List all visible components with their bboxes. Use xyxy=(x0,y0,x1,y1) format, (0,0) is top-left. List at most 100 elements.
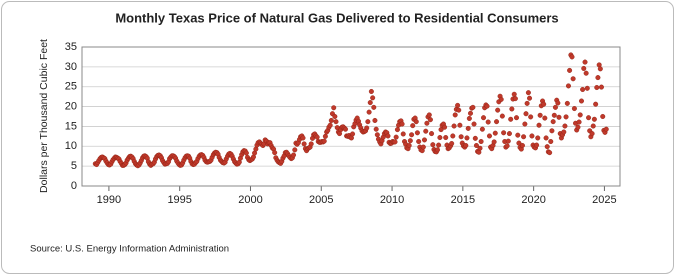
data-point xyxy=(463,142,469,148)
data-point xyxy=(506,131,512,137)
data-point xyxy=(544,144,550,150)
data-point xyxy=(452,112,458,118)
data-point xyxy=(512,96,518,102)
data-point xyxy=(400,131,406,137)
data-point xyxy=(534,142,540,148)
data-point xyxy=(569,54,575,60)
data-point xyxy=(522,121,528,127)
y-tick-label: 35 xyxy=(65,41,77,53)
y-tick-label: 25 xyxy=(65,81,77,93)
data-point xyxy=(535,135,541,141)
data-point xyxy=(528,114,534,120)
data-point xyxy=(464,135,470,141)
data-point xyxy=(366,109,372,115)
data-point xyxy=(457,122,463,128)
data-point xyxy=(458,134,464,140)
data-point xyxy=(272,150,278,156)
chart-title: Monthly Texas Price of Natural Gas Deliv… xyxy=(115,10,558,25)
data-point xyxy=(486,133,492,139)
data-point xyxy=(593,101,599,107)
data-point xyxy=(570,76,576,82)
data-point xyxy=(565,83,571,89)
data-point xyxy=(495,107,501,113)
data-point xyxy=(314,134,320,140)
data-point xyxy=(332,113,338,119)
data-point xyxy=(581,65,587,71)
data-point xyxy=(374,132,380,138)
data-point xyxy=(571,106,577,112)
data-point xyxy=(555,100,561,106)
data-point xyxy=(485,119,491,125)
x-tick-label: 1995 xyxy=(167,194,191,206)
data-point xyxy=(371,104,377,110)
data-point xyxy=(300,135,306,141)
data-point xyxy=(420,144,426,150)
data-point xyxy=(410,123,416,129)
data-point xyxy=(576,119,582,125)
data-point xyxy=(524,100,530,106)
data-point xyxy=(550,119,556,125)
data-point xyxy=(416,139,422,145)
data-point xyxy=(393,134,399,140)
data-point xyxy=(556,114,562,120)
data-point xyxy=(595,75,601,81)
data-point xyxy=(549,128,555,134)
data-point xyxy=(543,135,549,141)
data-point xyxy=(589,131,595,137)
data-point xyxy=(342,126,348,132)
data-point xyxy=(308,141,314,147)
data-point xyxy=(429,131,435,137)
data-point xyxy=(597,66,603,72)
data-point xyxy=(436,142,442,148)
data-point xyxy=(327,122,333,128)
data-point xyxy=(424,120,430,126)
data-point xyxy=(443,135,449,141)
data-point xyxy=(365,119,371,125)
y-tick-label: 15 xyxy=(65,120,77,132)
data-point xyxy=(292,147,298,153)
data-point xyxy=(413,119,419,125)
data-point xyxy=(373,126,379,132)
data-point xyxy=(541,101,547,107)
data-point xyxy=(364,125,370,131)
data-point xyxy=(498,96,504,102)
data-point xyxy=(575,124,581,130)
data-point xyxy=(511,91,517,97)
x-tick-label: 1990 xyxy=(97,194,121,206)
x-tick-label: 2010 xyxy=(380,194,404,206)
data-point xyxy=(514,115,520,121)
data-point xyxy=(537,112,543,118)
data-point xyxy=(423,128,429,134)
data-point xyxy=(586,115,592,121)
data-point xyxy=(583,70,589,76)
x-tick-label: 2025 xyxy=(592,194,616,206)
data-point xyxy=(515,132,521,138)
data-point xyxy=(466,115,472,121)
data-point xyxy=(577,112,583,118)
data-point xyxy=(456,107,462,113)
data-point xyxy=(590,123,596,129)
data-point xyxy=(494,119,500,125)
y-tick-label: 5 xyxy=(71,160,77,172)
data-point xyxy=(321,138,327,144)
data-point xyxy=(509,106,515,112)
data-point xyxy=(449,141,455,147)
data-point xyxy=(473,142,479,148)
data-point xyxy=(508,116,514,122)
plot-border xyxy=(81,46,621,187)
data-point xyxy=(525,90,531,96)
data-point xyxy=(527,95,533,101)
data-point xyxy=(368,88,374,94)
data-point xyxy=(472,135,478,141)
data-point xyxy=(603,126,609,132)
data-point xyxy=(407,138,413,144)
y-tick-label: 10 xyxy=(65,140,77,152)
data-point xyxy=(582,59,588,65)
data-point xyxy=(328,117,334,123)
data-point xyxy=(367,100,373,106)
data-point xyxy=(451,123,457,129)
data-point xyxy=(504,143,510,149)
data-point xyxy=(594,85,600,91)
data-point xyxy=(479,126,485,132)
